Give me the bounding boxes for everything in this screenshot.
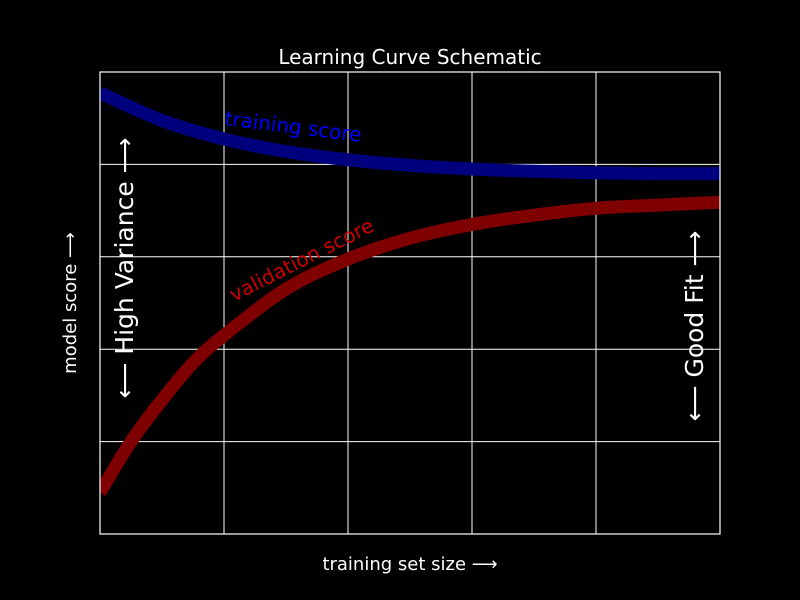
annotation-good-fit: ⟵ Good Fit ⟶ <box>680 231 709 422</box>
series-lines <box>100 86 720 496</box>
chart-title: Learning Curve Schematic <box>278 45 541 69</box>
y-axis-label: model score ⟶ <box>60 232 81 374</box>
annotation-high-variance: ⟵ High Variance ⟶ <box>110 138 139 399</box>
plot-area <box>100 72 720 534</box>
plot-frame <box>99 71 721 535</box>
series-line-validation-score <box>100 195 720 496</box>
x-axis-label: training set size ⟶ <box>322 554 497 575</box>
series-line-training-score <box>100 86 720 181</box>
